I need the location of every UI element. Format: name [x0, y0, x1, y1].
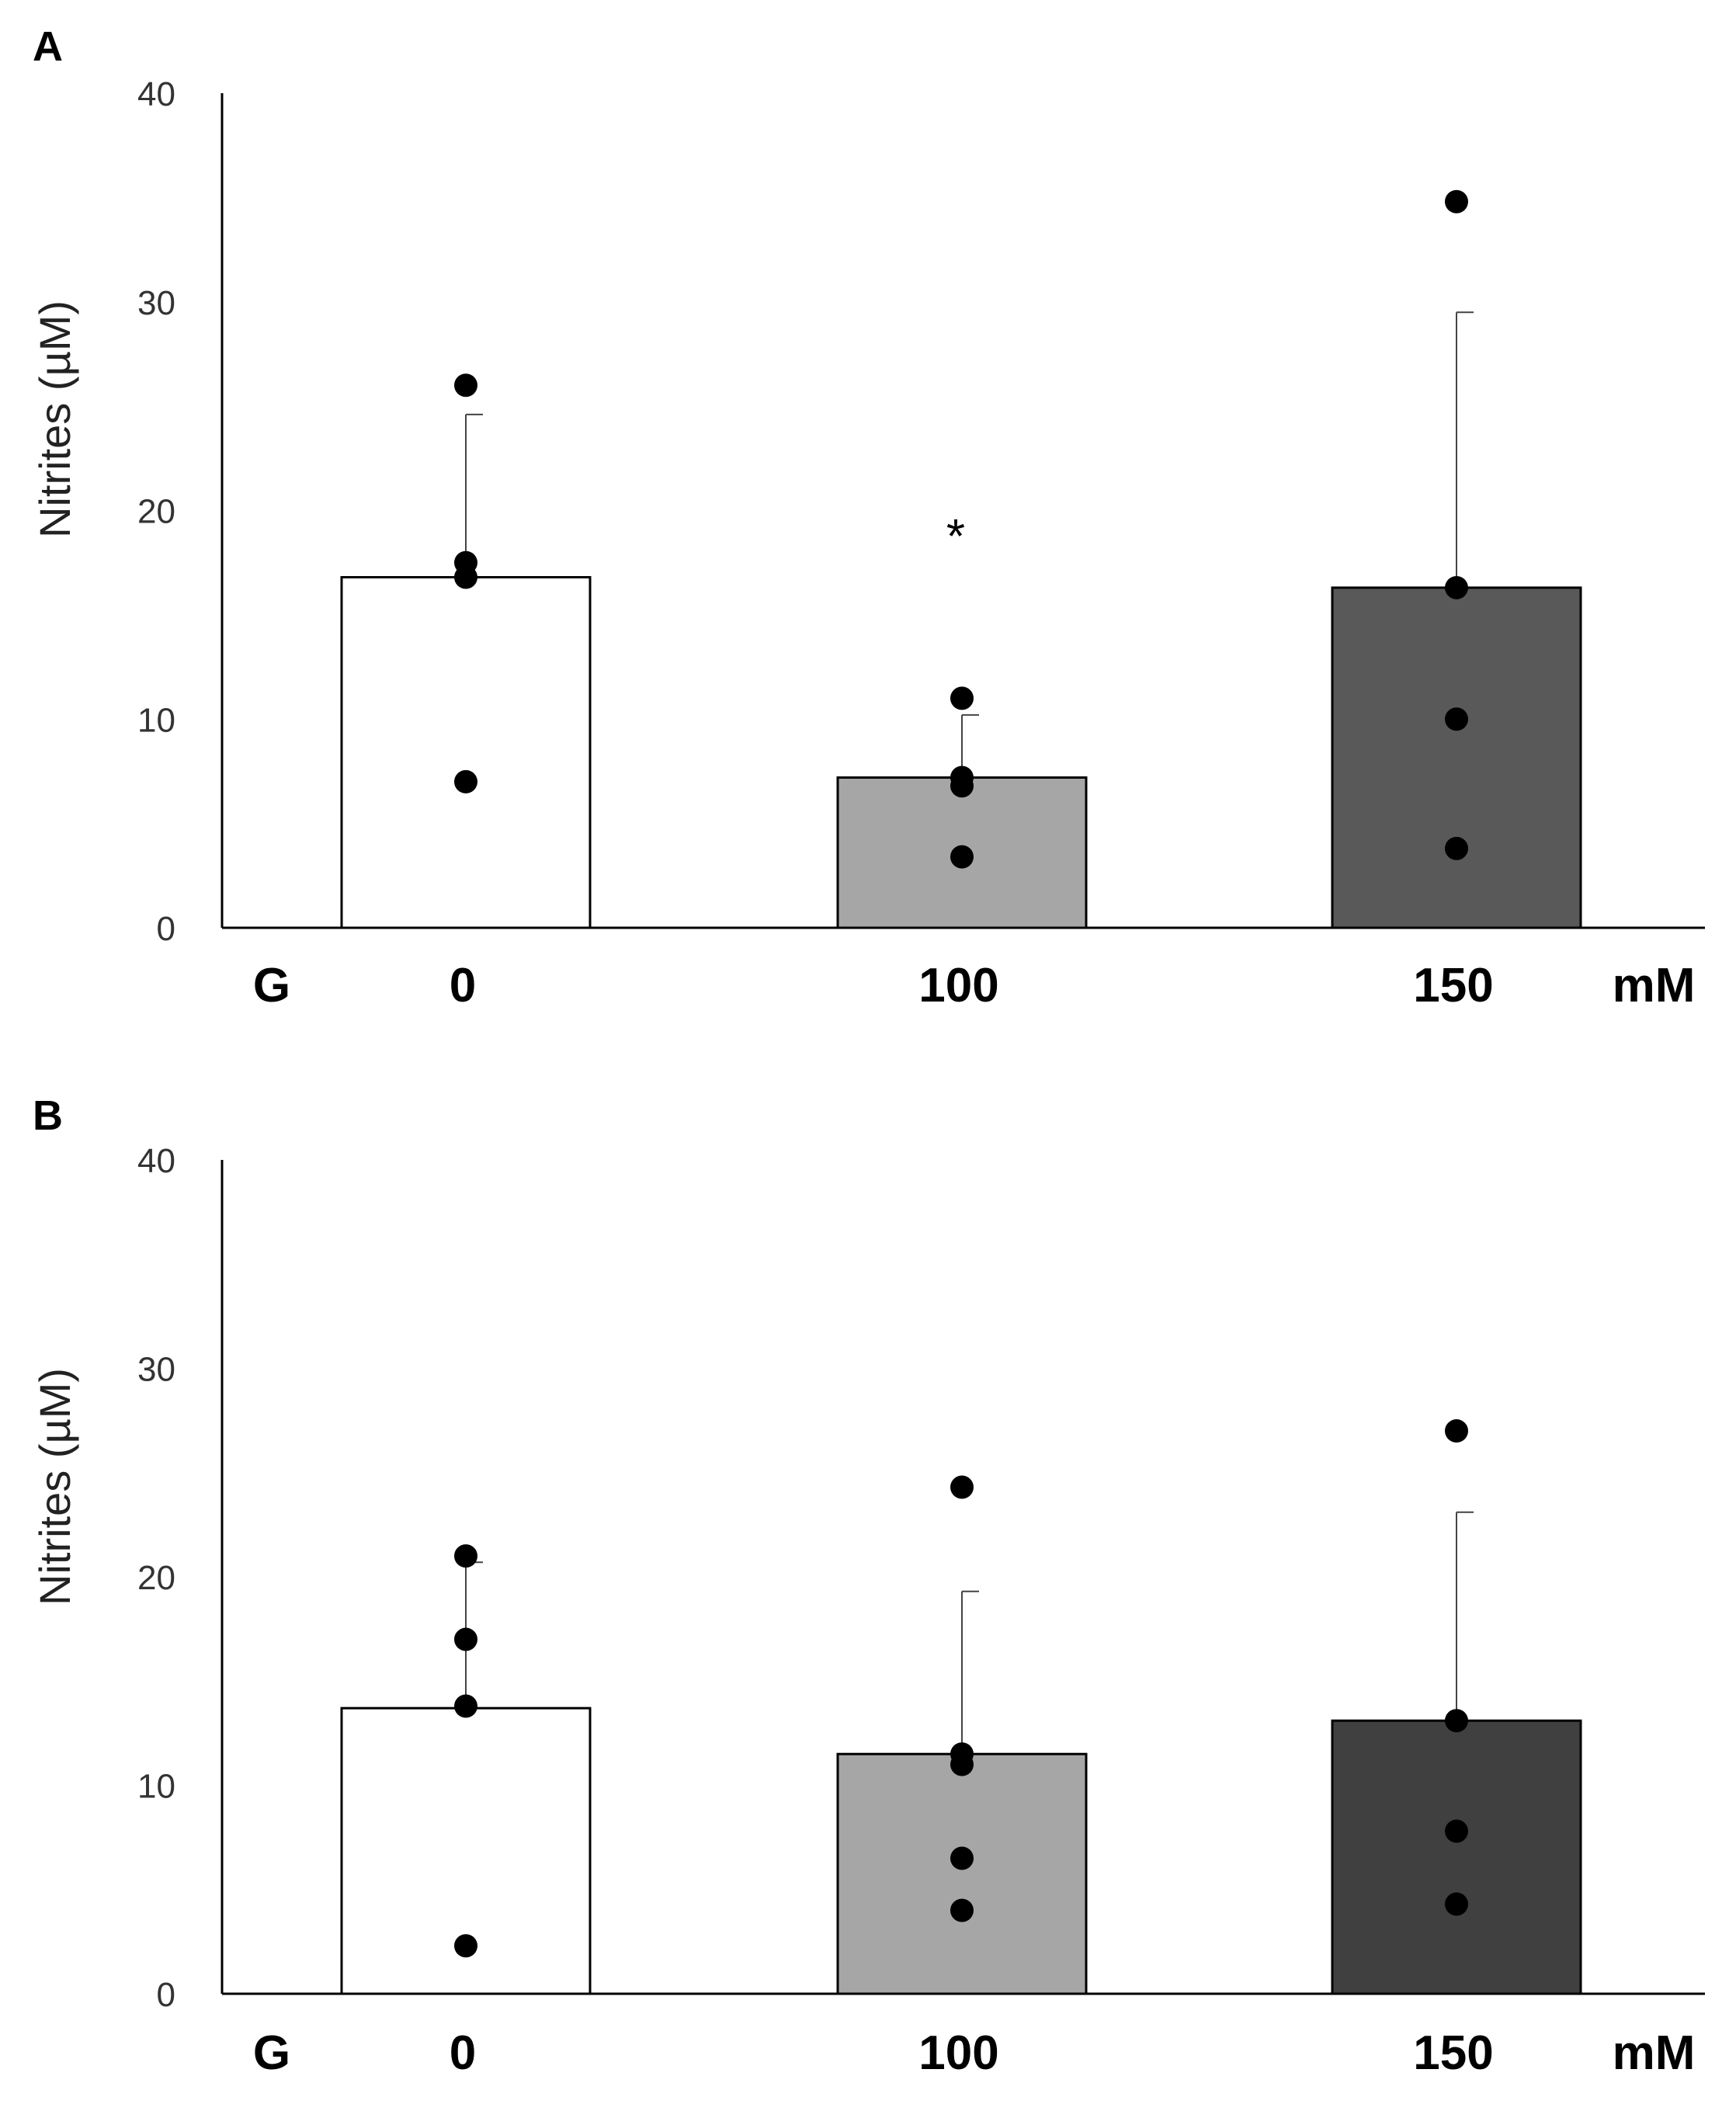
data-point: [1445, 1419, 1468, 1443]
y-tick-label: 20: [137, 493, 175, 531]
bar: [340, 576, 592, 929]
significance-marker: *: [946, 510, 965, 564]
x-tick-label: 0: [450, 959, 476, 1012]
panel-label: B: [33, 1092, 63, 1139]
y-tick-label: 10: [137, 701, 175, 739]
data-point: [454, 1544, 477, 1568]
data-point: [454, 1934, 477, 1958]
data-point: [454, 373, 477, 398]
data-point: [950, 1752, 974, 1776]
y-tick-label: 0: [157, 1976, 175, 2014]
data-point: [454, 565, 477, 589]
x-axis-prefix: G: [253, 959, 290, 1012]
x-axis-unit: mM: [1613, 959, 1696, 1012]
data-point: [454, 1694, 477, 1718]
data-point: [950, 1898, 974, 1922]
y-tick-label: 30: [137, 284, 175, 322]
y-tick-label: 10: [137, 1768, 175, 1806]
data-point: [950, 845, 974, 869]
x-axis-unit: mM: [1613, 2026, 1696, 2080]
bar: [1331, 1719, 1582, 1995]
data-point: [1445, 707, 1468, 731]
data-point: [1445, 1892, 1468, 1916]
data-point: [1445, 575, 1468, 599]
y-tick-label: 20: [137, 1559, 175, 1597]
data-point: [1445, 1709, 1468, 1733]
panel-b: B Nitrites (µM) 0 10 20 30 40 0 100 150 G mM: [30, 1092, 1705, 2080]
data-point: [1445, 1819, 1468, 1843]
x-tick-label: 100: [918, 2026, 998, 2080]
y-axis-label: Nitrites (µM): [30, 300, 79, 538]
bar: [836, 1752, 1088, 1995]
y-tick-label: 30: [137, 1351, 175, 1389]
x-tick-label: 100: [918, 959, 998, 1012]
y-tick-label: 40: [137, 1142, 175, 1180]
y-axis-label: Nitrites (µM): [30, 1368, 79, 1606]
data-point: [1445, 189, 1468, 214]
data-point: [950, 774, 974, 798]
bar: [1331, 586, 1582, 929]
y-tick-label: 0: [157, 910, 175, 948]
x-tick-label: 150: [1413, 959, 1493, 1012]
y-tick-label: 40: [137, 75, 175, 113]
x-axis-prefix: G: [253, 2026, 290, 2080]
panel-label: A: [33, 23, 63, 70]
data-point: [950, 1846, 974, 1870]
data-point: [950, 686, 974, 710]
data-point: [454, 769, 477, 793]
x-tick-label: 150: [1413, 2026, 1493, 2080]
data-point: [950, 1475, 974, 1499]
data-point: [454, 1627, 477, 1651]
x-tick-label: 0: [450, 2026, 476, 2080]
data-point: [1445, 836, 1468, 860]
panel-a: A Nitrites (µM) 0 10 20 30 40 0 100 * 150 G mM: [30, 23, 1705, 1012]
